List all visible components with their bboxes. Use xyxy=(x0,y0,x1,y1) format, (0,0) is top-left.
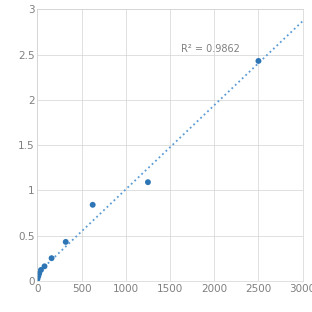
Point xyxy=(145,180,150,185)
Point xyxy=(63,239,68,244)
Point xyxy=(38,267,43,272)
Point xyxy=(256,58,261,63)
Point xyxy=(49,256,54,261)
Point xyxy=(90,202,95,207)
Point xyxy=(36,274,41,279)
Point xyxy=(42,264,47,269)
Point xyxy=(35,276,40,281)
Point xyxy=(37,271,42,276)
Text: R² = 0.9862: R² = 0.9862 xyxy=(181,44,240,54)
